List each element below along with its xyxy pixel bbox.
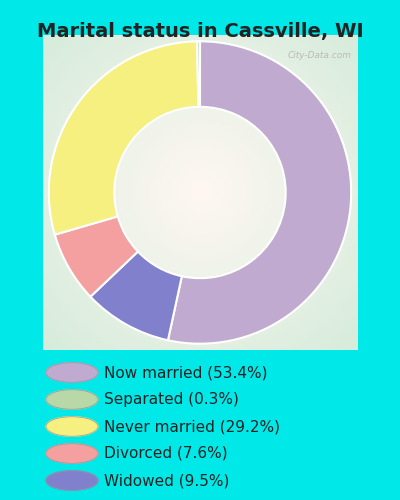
Text: Never married (29.2%): Never married (29.2%) <box>104 419 280 434</box>
Circle shape <box>46 444 98 463</box>
Circle shape <box>46 363 98 382</box>
Circle shape <box>46 471 98 490</box>
Circle shape <box>46 390 98 409</box>
Text: Separated (0.3%): Separated (0.3%) <box>104 392 239 407</box>
Text: Divorced (7.6%): Divorced (7.6%) <box>104 446 228 461</box>
Text: Marital status in Cassville, WI: Marital status in Cassville, WI <box>37 22 363 42</box>
Wedge shape <box>49 42 198 234</box>
Text: City-Data.com: City-Data.com <box>287 51 351 60</box>
Text: Now married (53.4%): Now married (53.4%) <box>104 365 268 380</box>
Wedge shape <box>90 252 182 340</box>
Circle shape <box>46 417 98 436</box>
Text: Widowed (9.5%): Widowed (9.5%) <box>104 473 229 488</box>
Wedge shape <box>168 42 351 344</box>
Wedge shape <box>55 216 138 296</box>
Wedge shape <box>197 42 200 107</box>
